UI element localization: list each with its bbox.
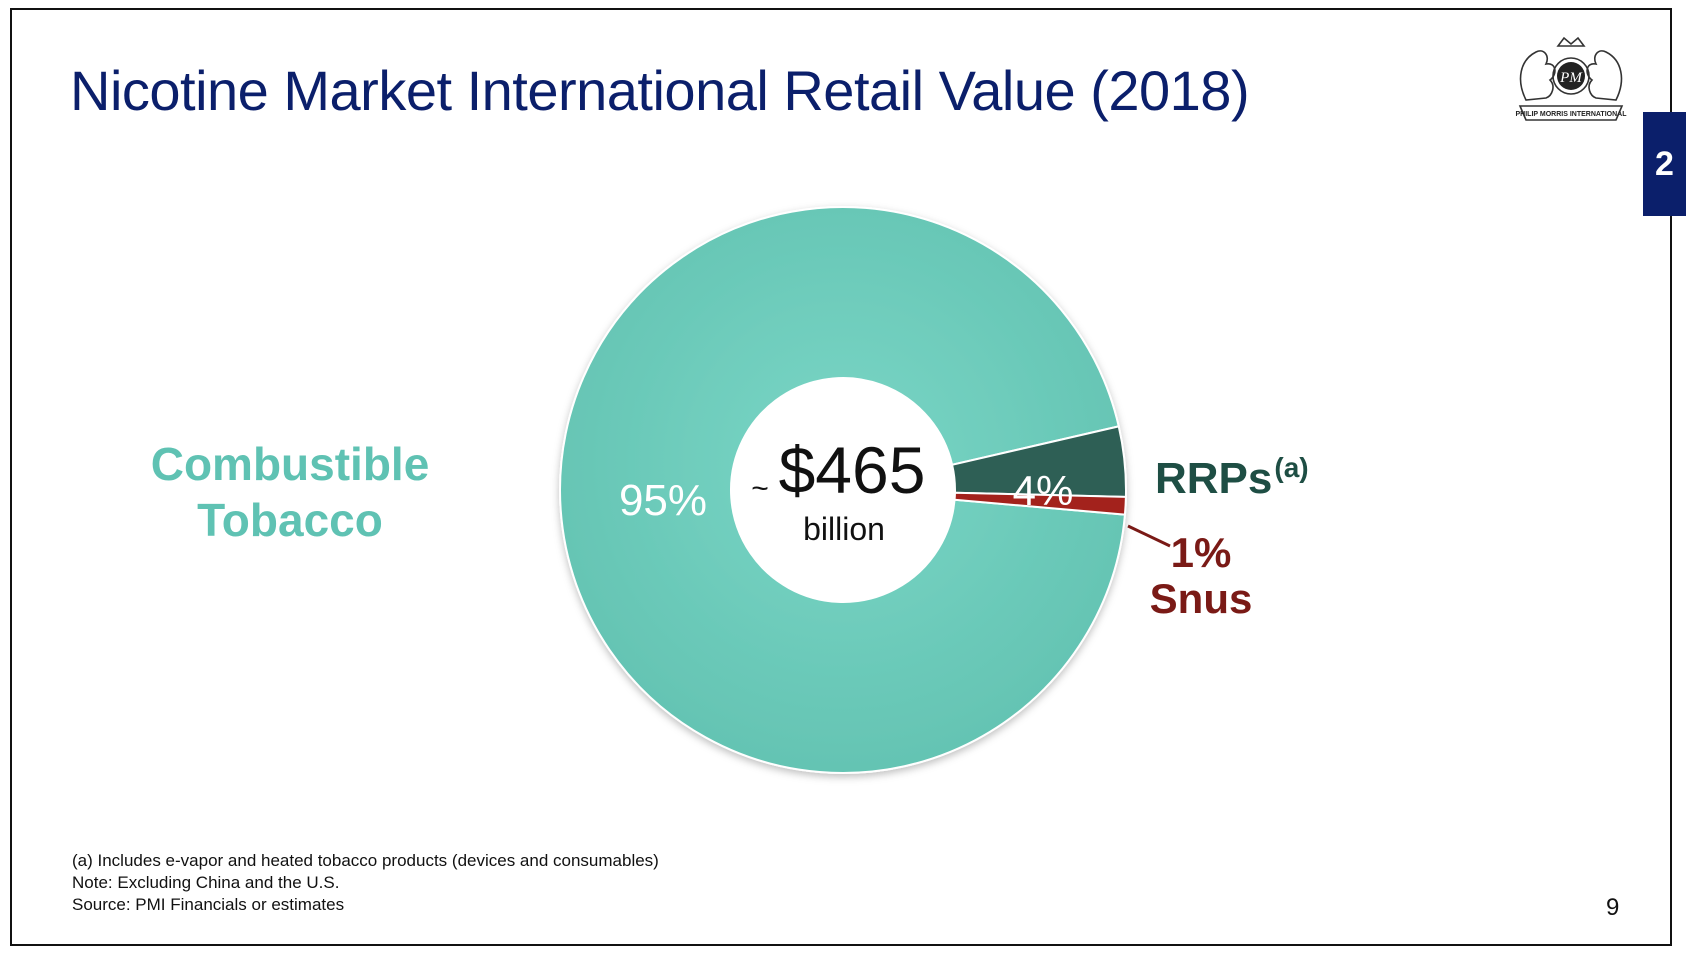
rrps-label-text: RRPs xyxy=(1155,454,1273,503)
logo-crest xyxy=(1518,36,1624,121)
rrps-superscript: (a) xyxy=(1274,452,1309,483)
combustible-label-line1: Combustible xyxy=(150,438,430,490)
footnote-source: Source: PMI Financials or estimates xyxy=(72,895,345,914)
rrps-label: RRPs(a) xyxy=(1155,452,1309,504)
slide-frame xyxy=(10,8,1672,946)
snus-percent-label: 1% xyxy=(1170,529,1232,576)
snus-leader-line xyxy=(1127,524,1171,548)
donut-hole xyxy=(731,378,955,602)
slice-combustible-value-label: 95% xyxy=(619,476,707,525)
footnote-a: (a) Includes e-vapor and heated tobacco … xyxy=(72,851,659,870)
footnotes: (a) Includes e-vapor and heated tobacco … xyxy=(72,850,659,916)
page-title: Nicotine Market International Retail Val… xyxy=(70,59,1250,122)
combustible-label-line2: Tobacco xyxy=(197,494,383,546)
combustible-label: Combustible Tobacco xyxy=(130,436,450,548)
logo-monogram: PM xyxy=(1559,70,1583,86)
footnote-note: Note: Excluding China and the U.S. xyxy=(72,873,340,892)
logo-caption: PHILIP MORRIS INTERNATIONAL xyxy=(1516,111,1628,118)
slice-rrps-value-label: 4% xyxy=(1013,467,1074,514)
page-number: 9 xyxy=(1606,894,1620,921)
logo-seal xyxy=(1557,62,1585,90)
section-tab: 2 xyxy=(1643,112,1686,216)
center-amount: $465 xyxy=(779,433,926,507)
center-unit: billion xyxy=(803,511,885,547)
pmi-logo: PM PHILIP MORRIS INTERNATIONAL xyxy=(1516,36,1628,121)
center-tilde: ~ xyxy=(751,472,769,505)
snus-label: 1% Snus xyxy=(1146,530,1256,622)
snus-label-text: Snus xyxy=(1149,575,1253,622)
